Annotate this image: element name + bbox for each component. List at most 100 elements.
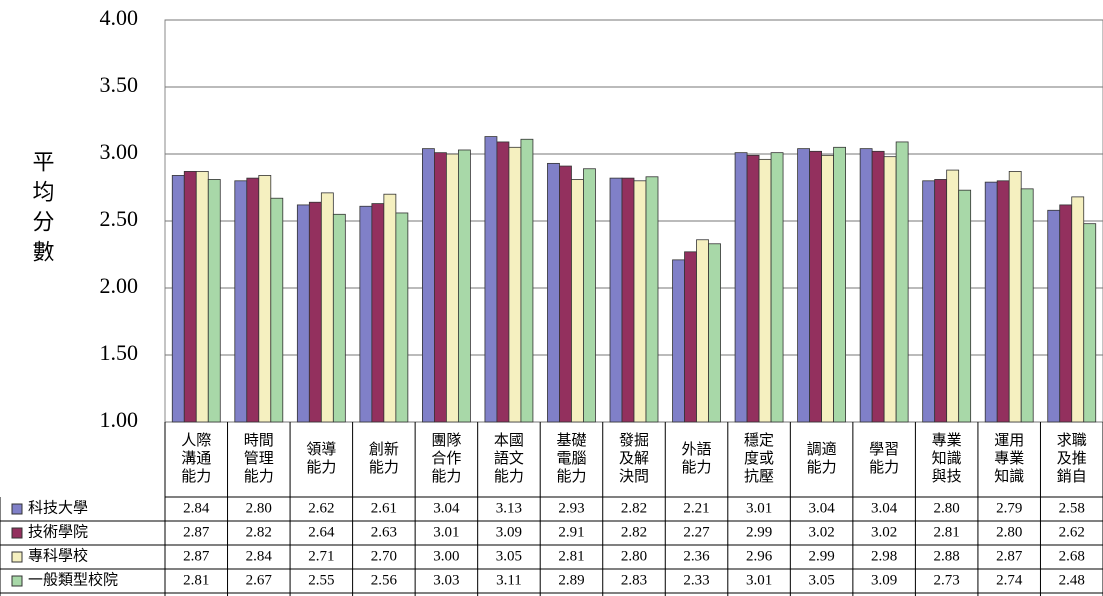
x-tick-label: 與技 (932, 468, 962, 485)
bar (1083, 223, 1097, 423)
bar (770, 152, 784, 423)
table-cell: 2.67 (246, 572, 273, 588)
table-cell: 3.00 (433, 548, 459, 564)
table-cell: 2.58 (1059, 500, 1085, 516)
table-cell: 3.11 (496, 572, 522, 588)
table-cell: 3.01 (433, 524, 459, 540)
x-tick-label: 銷自 (1057, 468, 1087, 485)
bar (883, 156, 897, 423)
x-tick-label: 發掘 (619, 432, 649, 449)
bar (621, 177, 635, 423)
x-tick-label: 抗壓 (744, 468, 774, 485)
table-cell: 3.05 (808, 572, 834, 588)
y-axis-label: 平均分數 (30, 150, 55, 270)
x-tick-label: 本國 (494, 432, 524, 449)
table-cell: 2.79 (996, 500, 1022, 516)
table-cell: 2.87 (183, 548, 210, 564)
table-cell: 3.01 (746, 572, 772, 588)
table-cell: 2.62 (1059, 524, 1085, 540)
x-tick-label: 能力 (431, 468, 461, 485)
table-cell: 2.82 (621, 500, 647, 516)
bar (457, 149, 471, 423)
table-cell: 2.71 (308, 548, 334, 564)
table-cell: 2.87 (996, 548, 1023, 564)
table-cell: 3.01 (746, 500, 772, 516)
bar (183, 171, 197, 423)
table-cell: 2.83 (621, 572, 647, 588)
bar (809, 150, 822, 423)
bar (508, 146, 522, 423)
bar (684, 251, 697, 423)
bar (734, 152, 748, 423)
table-cell: 2.61 (371, 500, 397, 516)
table-cell: 2.62 (308, 500, 334, 516)
y-tick-label: 4.00 (100, 5, 139, 30)
x-tick-label: 知識 (932, 450, 962, 467)
bar (833, 146, 846, 423)
bar (871, 150, 885, 423)
table-cell: 3.09 (871, 572, 897, 588)
table-cell: 3.09 (496, 524, 522, 540)
y-tick-label: 2.50 (100, 206, 139, 231)
table-cell: 2.80 (621, 548, 647, 564)
bar (421, 148, 435, 423)
table-cell: 2.56 (371, 572, 398, 588)
table-cell: 2.84 (183, 500, 210, 516)
bar (445, 153, 459, 423)
table-cell: 3.02 (808, 524, 834, 540)
x-tick-label: 溝通 (181, 450, 211, 467)
y-tick-label: 3.50 (100, 72, 139, 97)
table-cell: 2.27 (683, 524, 710, 540)
table-cell: 2.84 (246, 548, 273, 564)
x-tick-label: 運用 (994, 433, 1024, 449)
table-cell: 2.96 (746, 548, 773, 564)
bar (258, 175, 272, 423)
bar (984, 181, 998, 423)
bar (1008, 171, 1022, 423)
bar (571, 179, 584, 423)
bar (859, 148, 873, 423)
bar (934, 179, 948, 423)
legend-label: 專科學校 (28, 546, 88, 564)
x-tick-label: 創新 (369, 441, 399, 458)
bar (583, 168, 596, 423)
x-tick-label: 決問 (619, 468, 649, 485)
bar (359, 205, 373, 423)
x-tick-label: 及推 (1057, 450, 1087, 467)
y-tick-label: 3.00 (100, 139, 139, 164)
bar (708, 243, 721, 423)
table-cell: 2.93 (558, 500, 584, 516)
table-cell: 2.74 (996, 572, 1023, 588)
bar (946, 169, 960, 423)
table-cell: 2.55 (308, 572, 334, 588)
table-cell: 3.04 (808, 500, 835, 516)
table-cell: 2.48 (1059, 572, 1085, 588)
legend-swatch (11, 575, 23, 587)
table-cell: 2.81 (558, 548, 584, 564)
x-tick-label: 知識 (994, 468, 1024, 485)
x-tick-label: 領導 (306, 441, 336, 458)
bar (371, 203, 385, 423)
x-tick-label: 能力 (807, 459, 837, 476)
table-cell: 2.80 (996, 524, 1022, 540)
table-cell: 2.99 (808, 548, 834, 564)
x-tick-label: 專業 (994, 450, 1024, 467)
x-tick-label: 調適 (807, 440, 837, 458)
x-tick-label: 能力 (369, 459, 399, 476)
table-cell: 2.81 (934, 524, 960, 540)
x-tick-label: 外語 (682, 441, 712, 458)
table-cell: 3.03 (433, 572, 459, 588)
table-cell: 2.91 (558, 524, 584, 540)
bar (1020, 188, 1034, 423)
bar (195, 171, 209, 423)
bar (559, 165, 572, 423)
bar (496, 141, 510, 423)
x-tick-label: 能力 (556, 468, 586, 485)
legend-swatch (11, 503, 23, 515)
x-tick-label: 穩定 (744, 432, 774, 449)
x-tick-label: 電腦 (556, 450, 586, 467)
bar (633, 180, 647, 423)
x-tick-label: 人際 (181, 432, 211, 449)
table-cell: 2.64 (308, 524, 335, 540)
legend-label: 科技大學 (28, 498, 88, 516)
